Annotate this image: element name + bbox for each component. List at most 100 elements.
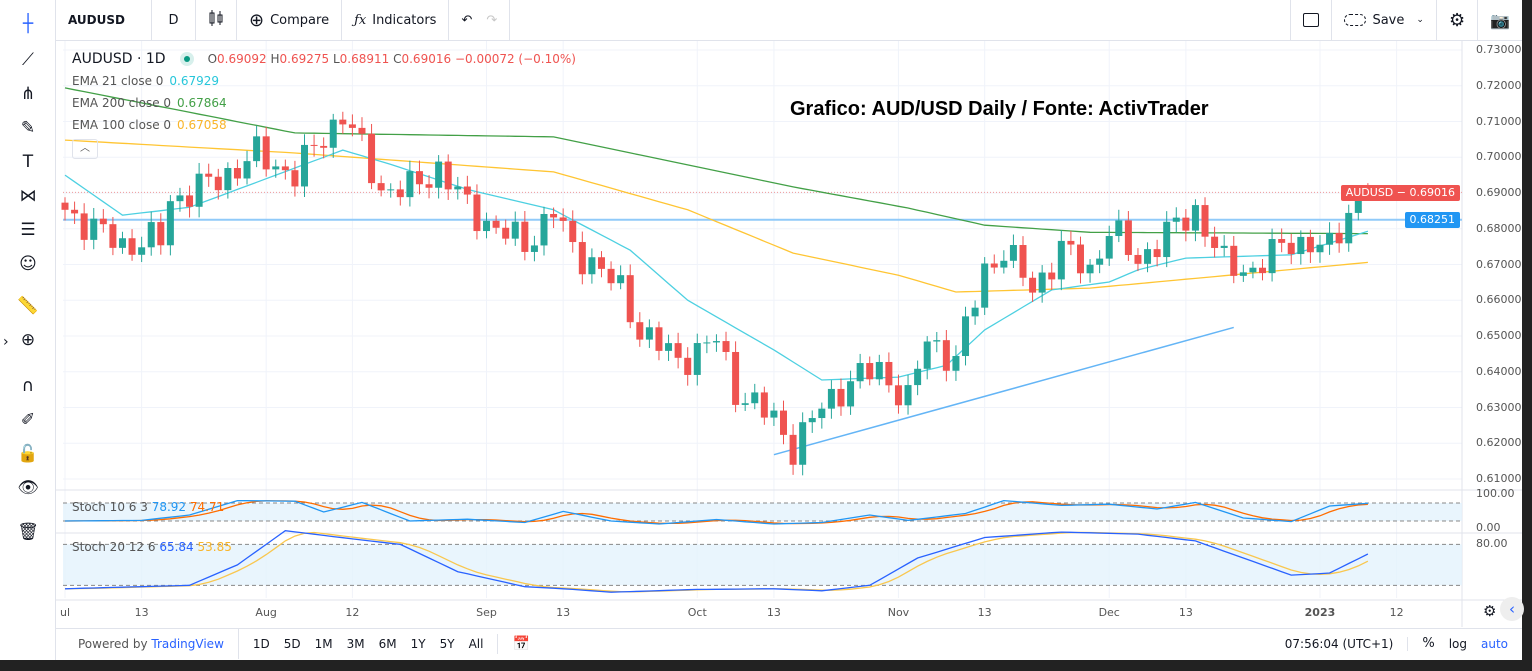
candle-body xyxy=(799,422,807,465)
symbol-search-button[interactable]: AUDUSD xyxy=(56,0,152,41)
candle-body xyxy=(138,247,146,255)
range-1d[interactable]: 1D xyxy=(252,636,270,651)
candle-body xyxy=(1000,260,1008,268)
time-tick: 12 xyxy=(1389,606,1404,619)
candle-body xyxy=(1057,240,1065,280)
candle-body xyxy=(1029,277,1037,293)
ruler-icon[interactable]: 📏 xyxy=(17,296,39,316)
unlock-icon[interactable]: 🔓 xyxy=(17,444,39,464)
lock-drawing-icon[interactable]: ✐ xyxy=(20,410,36,430)
indicators-button[interactable]: ƒx Indicators xyxy=(342,0,450,41)
pattern-icon[interactable]: ⋈ xyxy=(19,186,37,206)
interval-button[interactable]: D xyxy=(152,0,196,41)
pitchfork-icon[interactable]: ⋔ xyxy=(20,84,36,104)
snapshot-button[interactable]: 📷 xyxy=(1478,0,1522,41)
zoom-in-icon[interactable]: ⊕ xyxy=(20,330,36,350)
stoch1-legend[interactable]: Stoch 10 6 3 78.92 74.71 xyxy=(72,500,224,514)
candle-body xyxy=(291,170,299,187)
candle-body xyxy=(904,385,912,406)
ema100-legend[interactable]: EMA 100 close 0 0.67058 xyxy=(72,114,576,136)
crosshair-icon[interactable]: ┼ xyxy=(22,14,34,34)
powered-by[interactable]: Powered by TradingView xyxy=(56,628,239,659)
candle-body xyxy=(751,392,759,404)
stoch2-band xyxy=(63,544,1462,586)
range-5d[interactable]: 5D xyxy=(283,636,301,651)
ema21-legend[interactable]: EMA 21 close 0 0.67929 xyxy=(72,70,576,92)
fullscreen-button[interactable] xyxy=(1290,0,1333,41)
indicators-label: Indicators xyxy=(372,12,437,28)
magnet-icon[interactable]: ∩ xyxy=(21,376,35,396)
stoch1-label: Stoch 10 6 3 xyxy=(72,500,148,514)
range-5y[interactable]: 5Y xyxy=(439,636,455,651)
candle-body xyxy=(914,368,922,386)
save-button[interactable]: Save ⌄ xyxy=(1332,0,1437,41)
candle-body xyxy=(617,275,625,284)
candle-body xyxy=(559,217,567,221)
chevron-down-icon: ⌄ xyxy=(1416,15,1424,25)
trend-line-icon[interactable]: ⟋ xyxy=(22,50,34,70)
candle-body xyxy=(348,124,356,128)
log-toggle[interactable]: log xyxy=(1448,636,1467,651)
candle-body xyxy=(233,168,241,179)
price-tick: 0.71000 xyxy=(1476,114,1522,128)
candle-body xyxy=(492,220,500,228)
chart-type-button[interactable] xyxy=(196,0,237,41)
range-1m[interactable]: 1M xyxy=(314,636,333,651)
candle-body xyxy=(1038,272,1046,293)
price-tick: 0.65000 xyxy=(1476,329,1522,342)
candle-body xyxy=(243,161,251,179)
trash-icon[interactable]: 🗑 xyxy=(17,522,39,542)
candle-body xyxy=(684,357,692,375)
side-panel-toggle[interactable]: ‹ xyxy=(1500,597,1524,621)
candle-body xyxy=(128,238,136,255)
range-3m[interactable]: 3M xyxy=(346,636,365,651)
range-all[interactable]: All xyxy=(468,636,484,651)
price-badge-value: 0.69016 xyxy=(1409,186,1456,199)
emoji-icon[interactable]: ☺ xyxy=(19,254,37,274)
candle-body xyxy=(1153,249,1161,258)
candle-body xyxy=(540,213,548,246)
eye-icon[interactable]: 👁 xyxy=(17,478,39,498)
stoch2-d-value: 53.85 xyxy=(197,540,232,554)
ema200-legend[interactable]: EMA 200 close 0 0.67864 xyxy=(72,92,576,114)
collapse-legend-button[interactable]: ︿ xyxy=(72,139,98,159)
collapse-left-toolbar-icon[interactable]: › xyxy=(3,334,9,350)
candle-body xyxy=(875,361,883,380)
percent-toggle[interactable]: % xyxy=(1422,636,1435,651)
candle-body xyxy=(712,341,720,343)
undo-icon[interactable]: ↶ xyxy=(461,12,473,28)
candle-body xyxy=(1096,258,1104,265)
fib-icon[interactable]: ☰ xyxy=(20,220,36,240)
low-value: 0.68911 xyxy=(339,52,390,66)
candle-body xyxy=(1335,232,1343,244)
candle-body xyxy=(626,275,634,323)
settings-button[interactable]: ⚙ xyxy=(1437,0,1479,41)
redo-icon[interactable]: ↷ xyxy=(486,12,498,28)
time-axis-settings-icon[interactable]: ⚙ xyxy=(1483,602,1497,620)
candle-body xyxy=(837,388,845,407)
candle-body xyxy=(1124,220,1132,255)
candle-body xyxy=(1220,245,1228,248)
range-1y[interactable]: 1Y xyxy=(410,636,426,651)
goto-date-icon[interactable]: 📅 xyxy=(512,635,530,652)
window-edge xyxy=(0,660,1532,671)
brush-icon[interactable]: ✎ xyxy=(20,118,36,138)
candle-body xyxy=(808,418,816,423)
open-label: O xyxy=(207,52,218,66)
low-label: L xyxy=(332,52,340,66)
candle-body xyxy=(99,218,107,225)
range-6m[interactable]: 6M xyxy=(378,636,397,651)
candle-body xyxy=(722,341,730,352)
auto-toggle[interactable]: auto xyxy=(1480,636,1508,651)
compare-button[interactable]: ⊕ Compare xyxy=(237,0,343,41)
candle-body xyxy=(224,168,232,191)
stoch1-tick: 0.00 xyxy=(1476,521,1501,534)
save-label: Save xyxy=(1372,12,1405,28)
text-icon[interactable]: T xyxy=(22,152,34,172)
candle-body xyxy=(176,195,184,202)
price-tick: 0.63000 xyxy=(1476,400,1522,414)
ema100-label: EMA 100 close 0 xyxy=(72,118,172,132)
stoch2-legend[interactable]: Stoch 20 12 6 65.84 53.85 xyxy=(72,540,232,554)
time-tick: 13 xyxy=(766,606,781,619)
